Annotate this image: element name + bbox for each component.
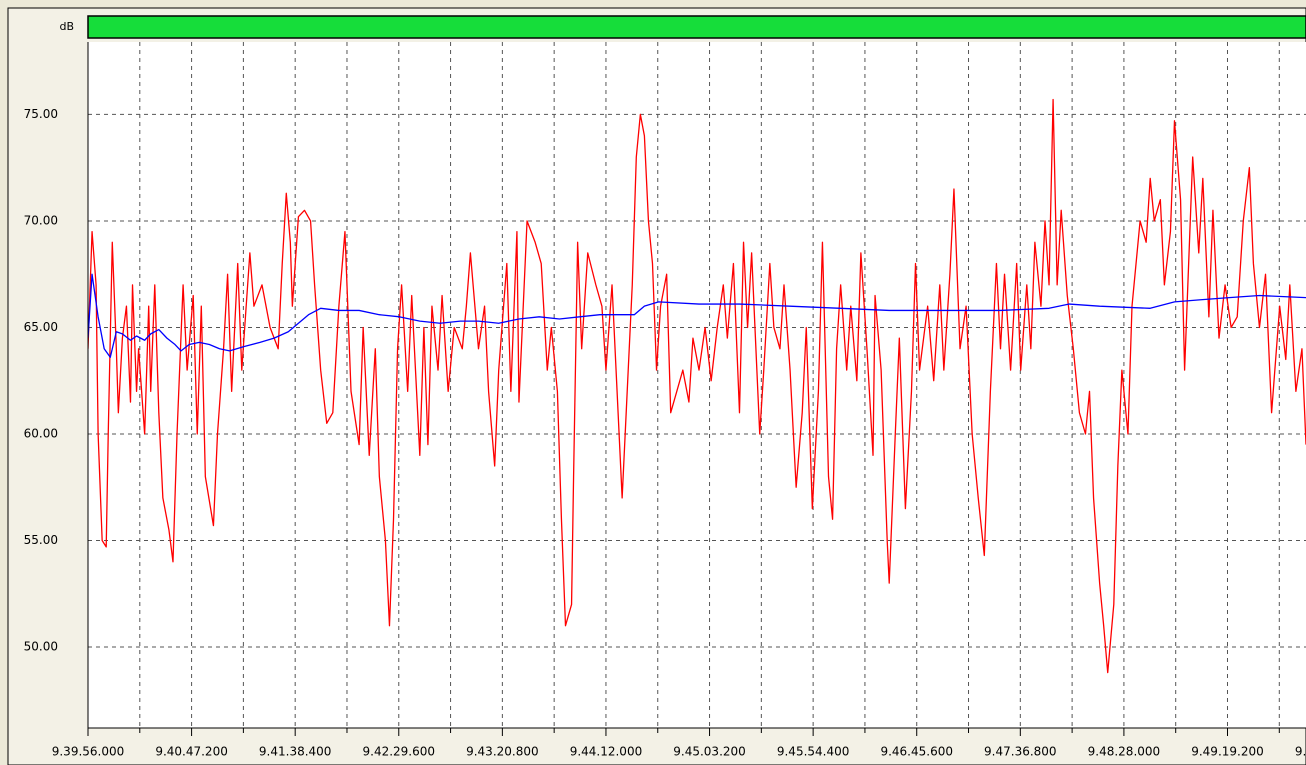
data (88, 98, 1306, 674)
series-line (88, 273, 1306, 358)
y-axis-label: dB (59, 20, 74, 33)
x-tick-label: 9.49.19.200 (1191, 745, 1264, 759)
y-tick-label: 60.00 (24, 427, 58, 441)
x-tick-label: 9.46.45.600 (880, 745, 953, 759)
grid (88, 42, 1306, 728)
x-tick-label: 9.45.03.200 (673, 745, 746, 759)
x-tick-label: 9.47.36.800 (984, 745, 1057, 759)
x-tick-label: 9.45.54.400 (777, 745, 850, 759)
x-tick-label: 9.41.38.400 (259, 745, 332, 759)
x-tick-label: 9.42.29.600 (363, 745, 436, 759)
x-tick-label: 9.39.56.000 (52, 745, 125, 759)
x-tick-label: 9.43.20.800 (466, 745, 539, 759)
series-line (88, 98, 1306, 674)
y-tick-label: 75.00 (24, 107, 58, 121)
status-bar (87, 15, 1306, 39)
x-tick-label: 9.40.47.200 (155, 745, 228, 759)
x-tick-label: 9.48.28.000 (1088, 745, 1161, 759)
x-tick-label: 9.50.10.400 (1295, 745, 1306, 759)
y-tick-label: 55.00 (24, 533, 58, 547)
y-tick-label: 50.00 (24, 640, 58, 654)
y-tick-label: 70.00 (24, 213, 58, 227)
y-tick-label: 65.00 (24, 320, 58, 334)
x-tick-label: 9.44.12.000 (570, 745, 643, 759)
